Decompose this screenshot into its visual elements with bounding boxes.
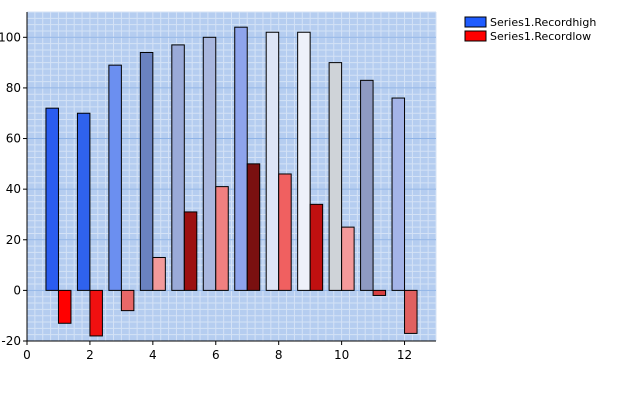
y-tick-label: -20 xyxy=(1,334,21,348)
x-tick-label: 4 xyxy=(149,348,157,362)
x-tick-label: 0 xyxy=(23,348,31,362)
record-high-bar xyxy=(360,79,374,291)
record-high-bar xyxy=(328,62,343,291)
record-high-bar xyxy=(76,112,91,291)
record-high-bar xyxy=(45,107,59,291)
legend-label: Series1.Recordhigh xyxy=(490,16,596,29)
record-high-bar xyxy=(234,26,248,291)
record-low-bar xyxy=(183,211,198,291)
legend-swatch xyxy=(464,16,487,28)
record-low-bar xyxy=(152,256,166,291)
record-high-bar xyxy=(391,97,406,291)
y-tick-label: 0 xyxy=(13,283,21,297)
record-low-bar xyxy=(278,173,292,291)
legend-label: Series1.Recordlow xyxy=(490,30,591,43)
record-low-bar xyxy=(309,203,324,291)
y-tick-label: 80 xyxy=(6,81,21,95)
record-high-bar xyxy=(202,36,217,291)
record-low-bar xyxy=(89,289,103,337)
y-tick-label: 40 xyxy=(6,182,21,196)
record-high-bar xyxy=(297,31,311,291)
x-tick-label: 2 xyxy=(86,348,94,362)
x-tick-label: 8 xyxy=(275,348,283,362)
record-low-bar xyxy=(404,289,418,334)
record-high-bar xyxy=(171,44,185,291)
x-tick-label: 12 xyxy=(397,348,412,362)
record-low-bar xyxy=(372,289,387,296)
record-low-bar xyxy=(120,289,135,312)
record-low-bar xyxy=(246,163,261,291)
y-tick-label: 20 xyxy=(6,233,21,247)
record-low-bar xyxy=(57,289,72,324)
record-low-bar xyxy=(215,186,229,291)
y-tick-label: 60 xyxy=(6,132,21,146)
record-high-bar xyxy=(265,31,280,291)
record-high-bar xyxy=(108,64,122,291)
legend-swatch xyxy=(464,30,487,42)
x-tick-label: 10 xyxy=(334,348,349,362)
x-tick-label: 6 xyxy=(212,348,220,362)
record-high-bar xyxy=(139,51,154,291)
y-tick-label: 100 xyxy=(0,30,21,44)
record-low-bar xyxy=(341,226,355,291)
